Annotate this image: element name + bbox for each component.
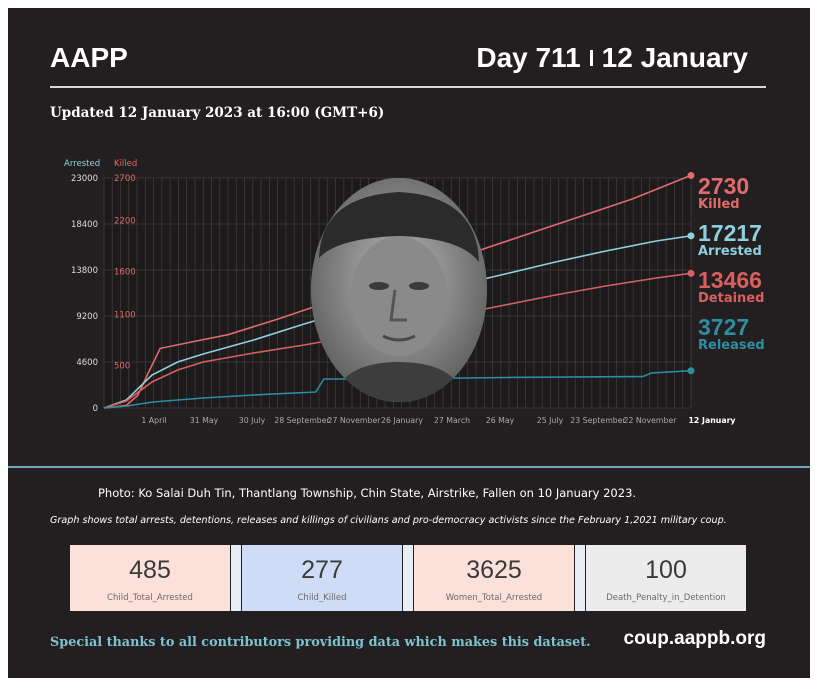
section-divider: [8, 466, 810, 468]
thanks-note: Special thanks to all contributors provi…: [50, 635, 591, 650]
victim-portrait: [311, 178, 487, 402]
x-tick-label: 27 November: [328, 416, 382, 425]
killed-tick-label: 2200: [114, 217, 136, 227]
arrested-total: 17217: [698, 220, 762, 246]
series-endpoint-arrested: [687, 232, 695, 240]
left-tick-label: 9200: [76, 312, 98, 322]
x-tick-label: 28 September: [274, 416, 330, 425]
stat-label: Women_Total_Arrested: [445, 593, 543, 603]
detained-label: Detained: [698, 291, 765, 306]
x-tick-label: 25 July: [537, 416, 564, 425]
left-tick-label: 13800: [71, 266, 98, 276]
source-url[interactable]: coup.aappb.org: [623, 628, 767, 649]
stat-cards: 485 Child_Total_Arrested 277 Child_Killed 36…: [70, 545, 746, 611]
killed-tick-label: 1600: [114, 268, 136, 278]
day-heading: Day 711 12 January: [476, 42, 748, 74]
killed-tick-label: 2700: [114, 174, 136, 184]
card-spacer: [403, 545, 413, 611]
infographic-panel: AAPP Day 711 12 January Updated 12 Januar…: [8, 8, 810, 678]
stat-card: 3625 Women_Total_Arrested: [414, 545, 574, 611]
killed-total: 2730: [698, 173, 750, 199]
x-tick-label: 23 September: [570, 416, 626, 425]
series-endpoint-killed: [687, 171, 695, 179]
released-total: 3727: [698, 314, 750, 340]
day-count: Day 711: [476, 42, 581, 73]
header-divider: [50, 86, 766, 88]
stat-value: 485: [129, 556, 171, 584]
left-axis-title: Arrested: [64, 159, 100, 169]
card-spacer: [575, 545, 585, 611]
killed-tick-label: 500: [114, 361, 130, 371]
left-tick-label: 0: [93, 404, 98, 414]
stat-card: 485 Child_Total_Arrested: [70, 545, 230, 611]
stat-card: 277 Child_Killed: [242, 545, 402, 611]
x-tick-label: 1 April: [141, 416, 166, 425]
photo-caption: Photo: Ko Salai Duh Tin, Thantlang Towns…: [98, 486, 637, 500]
stat-label: Child_Killed: [297, 593, 347, 603]
day-date: 12 January: [601, 42, 748, 73]
series-line-released: [103, 369, 692, 409]
released-label: Released: [698, 338, 765, 353]
x-tick-label: 26 January: [381, 416, 423, 425]
detained-total: 13466: [698, 267, 762, 293]
card-spacer: [231, 545, 241, 611]
x-tick-label: 12 January: [688, 416, 735, 425]
stat-value: 100: [645, 556, 687, 584]
killed-label: Killed: [698, 197, 740, 212]
x-tick-label: 30 July: [239, 416, 266, 425]
brand-title: AAPP: [50, 42, 128, 73]
separator-bar: [589, 49, 593, 66]
updated-timestamp: Updated 12 January 2023 at 16:00 (GMT+6): [50, 105, 385, 121]
stat-value: 3625: [466, 556, 522, 584]
left-tick-label: 4600: [76, 358, 98, 368]
killed-tick-label: 1100: [114, 310, 136, 320]
stat-label: Child_Total_Arrested: [107, 593, 193, 603]
left-tick-label: 23000: [71, 174, 98, 184]
x-tick-label: 22 November: [624, 416, 678, 425]
right-axis-title: Killed: [114, 159, 137, 169]
arrested-label: Arrested: [698, 244, 762, 259]
left-tick-label: 18400: [71, 220, 98, 230]
series-endpoint-released: [687, 367, 695, 375]
graph-note: Graph shows total arrests, detentions, r…: [50, 515, 727, 526]
portrait-image: [311, 178, 487, 402]
series-endpoint-detained: [687, 269, 695, 277]
stat-card: 100 Death_Penalty_in_Detention: [586, 545, 746, 611]
stat-value: 277: [301, 556, 343, 584]
x-tick-label: 26 May: [486, 416, 515, 425]
stat-label: Death_Penalty_in_Detention: [606, 593, 726, 603]
x-tick-label: 27 March: [434, 416, 470, 425]
x-tick-label: 31 May: [190, 416, 219, 425]
